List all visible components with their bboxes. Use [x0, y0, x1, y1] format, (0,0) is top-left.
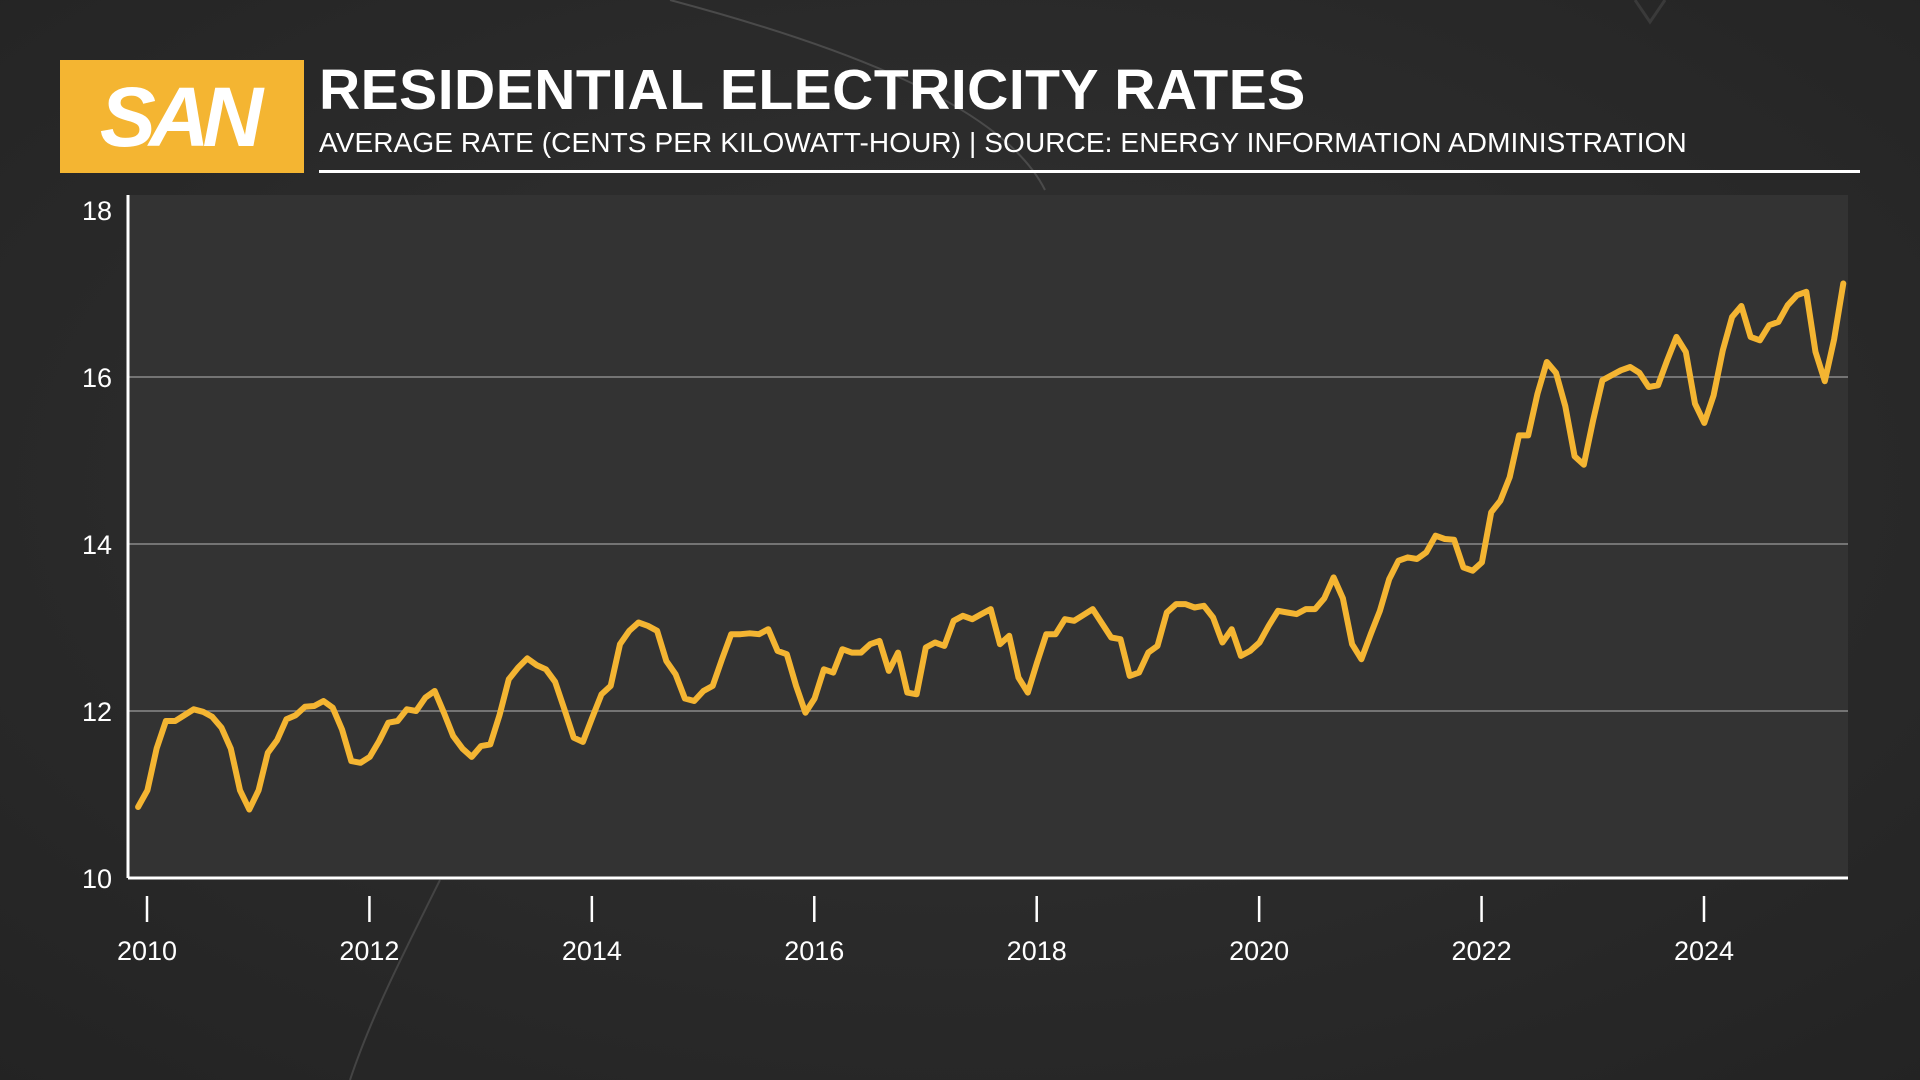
logo-text: SAN: [99, 69, 263, 164]
x-tick-label-2010: 2010: [117, 936, 177, 966]
y-tick-label-16: 16: [82, 363, 112, 393]
background-chevron: [1633, 0, 1667, 25]
plot-area: [128, 195, 1848, 878]
series-line-0: [135, 280, 1847, 813]
tick-labels: 10 12 14 16 18 2010 2012 2014 2016 2018 2020 2022 20…: [82, 196, 1734, 966]
x-tick-label-2014: 2014: [562, 936, 622, 966]
y-tick-label-10: 10: [82, 864, 112, 894]
x-tick-label-2012: 2012: [339, 936, 399, 966]
x-tick-label-2024: 2024: [1674, 936, 1734, 966]
chart-title: RESIDENTIAL ELECTRICITY RATES: [319, 58, 1306, 122]
x-tick-label-2022: 2022: [1452, 936, 1512, 966]
y-tick-label-12: 12: [82, 697, 112, 727]
x-tick-label-2018: 2018: [1007, 936, 1067, 966]
x-tick-label-2020: 2020: [1229, 936, 1289, 966]
background-arc-top: [669, 0, 1046, 191]
series-layer: [135, 280, 1847, 813]
title-divider: [319, 170, 1860, 173]
logo: SAN: [60, 60, 304, 173]
y-tick-label-18: 18: [82, 196, 112, 226]
axes: [126, 195, 1848, 922]
y-tick-label-14: 14: [82, 530, 112, 560]
background-arc-bottom: [349, 879, 441, 1080]
x-tick-label-2016: 2016: [784, 936, 844, 966]
chart-subtitle: AVERAGE RATE (CENTS PER KILOWATT-HOUR) |…: [319, 127, 1687, 158]
